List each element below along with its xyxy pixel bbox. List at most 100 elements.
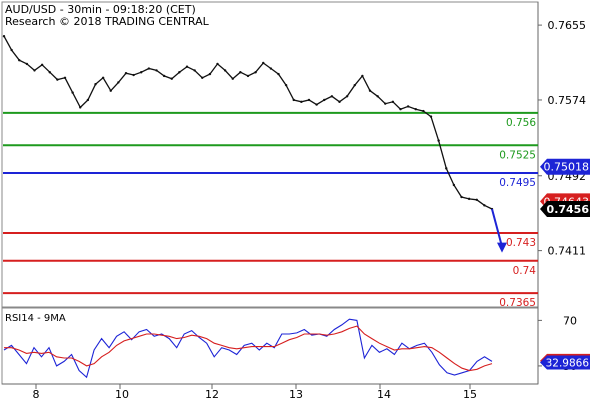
- price-point: [353, 83, 356, 87]
- price-point: [384, 102, 387, 105]
- price-point: [406, 105, 410, 108]
- x-tick-label-6: 15: [463, 388, 477, 400]
- price-point: [185, 65, 189, 68]
- x-tick-label-3: 12: [205, 388, 219, 400]
- level-label-5: 0.7365: [499, 297, 536, 309]
- rsi-badge-1: 32.9866: [540, 355, 590, 370]
- price-point: [86, 98, 90, 102]
- price-point: [300, 100, 303, 104]
- price-point: [467, 197, 471, 201]
- price-badge-0: 0.75018: [540, 158, 590, 175]
- forecast-arrow-head: [497, 242, 507, 253]
- x-tick-label-0: 8: [33, 388, 40, 400]
- rsi-tick-label-0: 70: [563, 314, 577, 327]
- level-label-0: 0.756: [506, 117, 536, 129]
- price-point: [269, 67, 273, 70]
- price-point: [79, 106, 82, 109]
- price-point: [368, 89, 372, 92]
- price-point: [10, 48, 13, 52]
- level-label-3: 0.743: [506, 237, 536, 249]
- price-point: [307, 98, 311, 102]
- price-point: [445, 167, 448, 170]
- price-point: [132, 73, 135, 77]
- price-badge-2: 0.7456: [540, 201, 590, 218]
- price-point: [25, 62, 29, 66]
- price-point: [254, 71, 257, 74]
- price-point: [63, 76, 67, 79]
- price-badge-label-2: 0.7456: [547, 203, 590, 216]
- rsi-series-line-1: [4, 325, 493, 372]
- price-point: [239, 71, 242, 74]
- price-badge-label-0: 0.75018: [544, 161, 590, 174]
- price-point: [201, 76, 204, 79]
- price-point: [56, 78, 59, 81]
- rsi-plot-frame: [1, 307, 539, 385]
- level-label-4: 0.74: [513, 265, 537, 277]
- price-point: [208, 72, 212, 76]
- y-tick-label-0: 0.7655: [548, 19, 587, 32]
- price-point: [376, 95, 379, 98]
- price-point: [414, 108, 417, 111]
- price-point: [292, 98, 295, 102]
- price-point: [437, 139, 440, 142]
- price-point: [101, 76, 105, 79]
- price-point: [284, 83, 288, 87]
- price-point: [399, 108, 402, 111]
- rsi-series-line-0: [3, 318, 493, 379]
- price-point: [483, 204, 486, 207]
- price-point: [338, 100, 341, 104]
- price-point: [147, 67, 151, 70]
- price-point: [216, 62, 219, 66]
- price-point: [155, 69, 158, 72]
- price-point: [117, 81, 120, 84]
- price-point: [452, 183, 456, 187]
- price-point: [94, 83, 97, 86]
- price-point: [429, 115, 433, 118]
- levels-layer: 0.756 0.7525 0.7495 0.743 0.74 0.7365: [3, 111, 538, 309]
- y-tick-label-3: 0.7411: [548, 245, 587, 258]
- price-point: [315, 103, 318, 106]
- rsi-badge-label-1: 32.9866: [546, 358, 590, 370]
- price-point: [162, 74, 166, 78]
- level-label-1: 0.7525: [499, 149, 536, 161]
- price-point: [391, 100, 395, 104]
- price-point: [71, 91, 74, 94]
- price-point: [231, 77, 234, 80]
- price-point: [246, 74, 250, 78]
- series-layer: [2, 34, 507, 253]
- price-point: [223, 69, 227, 72]
- price-point: [2, 34, 6, 38]
- price-point: [262, 61, 265, 65]
- price-point: [170, 77, 173, 80]
- price-point: [18, 59, 21, 62]
- x-tick-label-1: 10: [115, 388, 129, 400]
- price-point: [361, 74, 364, 78]
- x-tick-label-5: 14: [377, 388, 391, 400]
- y-tick-label-1: 0.7574: [548, 94, 587, 107]
- forecast-arrow-line: [491, 208, 503, 247]
- price-point: [178, 71, 181, 74]
- price-point: [40, 63, 44, 67]
- price-point: [109, 89, 112, 92]
- level-label-2: 0.7495: [499, 177, 536, 189]
- price-point: [277, 72, 280, 76]
- price-point: [124, 71, 128, 75]
- price-point: [48, 71, 51, 74]
- chart-subtitle: Research © 2018 TRADING CENTRAL: [5, 15, 210, 28]
- price-point: [422, 109, 425, 113]
- price-point: [323, 98, 326, 102]
- price-point: [345, 95, 349, 98]
- price-point: [193, 69, 196, 72]
- price-point: [460, 195, 463, 199]
- price-point: [330, 95, 334, 98]
- x-tick-label-4: 13: [289, 388, 303, 400]
- price-series-line: [3, 35, 493, 210]
- rsi-title: RSI14 - 9MA: [5, 313, 66, 324]
- chart-title: AUD/USD - 30min - 09:18:20 (CET): [5, 3, 196, 16]
- price-point: [475, 198, 478, 201]
- price-point: [140, 71, 143, 74]
